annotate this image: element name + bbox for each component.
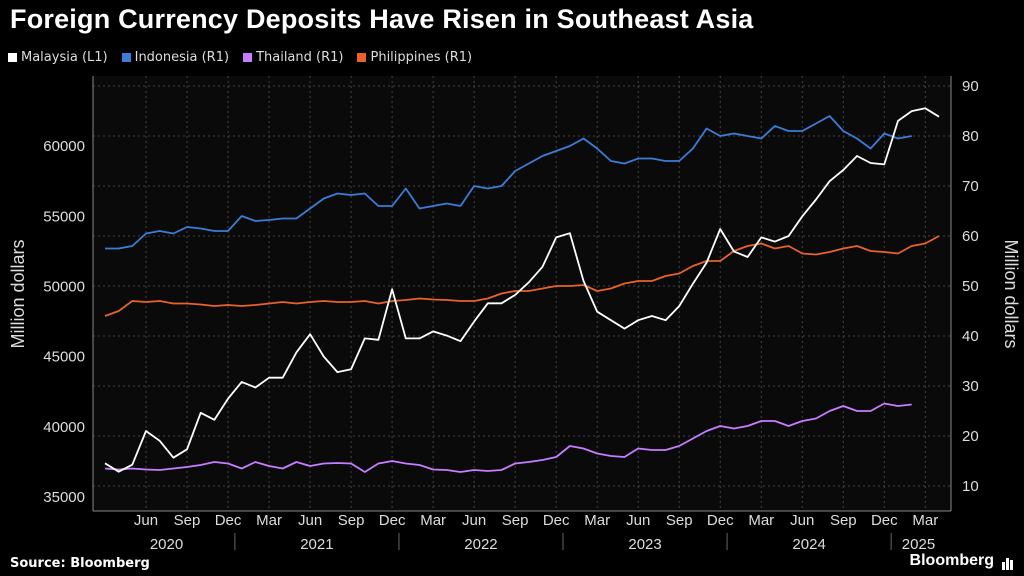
- x-tick-label: Jun: [134, 512, 158, 529]
- right-tick-label: 80: [962, 128, 979, 145]
- legend-label-indonesia: Indonesia (R1): [134, 50, 230, 65]
- legend-item-malaysia: Malaysia (L1): [8, 50, 108, 65]
- year-label: 2022: [464, 536, 497, 553]
- year-label: 2025: [902, 536, 935, 553]
- right-tick-label: 40: [962, 328, 979, 345]
- x-tick-label: Mar: [912, 512, 938, 529]
- legend-swatch-philippines: [357, 53, 367, 62]
- bloomberg-mark-icon: [1002, 558, 1013, 570]
- left-tick-label: 60000: [43, 138, 85, 155]
- legend-label-malaysia: Malaysia (L1): [21, 50, 108, 65]
- legend-swatch-thailand: [243, 53, 253, 62]
- right-tick-label: 60: [962, 228, 979, 245]
- left-tick-label: 50000: [43, 278, 85, 295]
- x-tick-label: Mar: [420, 512, 446, 529]
- x-tick-label: Mar: [584, 512, 610, 529]
- right-tick-label: 20: [962, 428, 979, 445]
- right-tick-label: 30: [962, 378, 979, 395]
- year-label: 2023: [628, 536, 661, 553]
- x-tick-label: Dec: [707, 512, 734, 529]
- series-line-indonesia: [105, 115, 912, 250]
- x-tick-label: Jun: [626, 512, 650, 529]
- legend: Malaysia (L1) Indonesia (R1) Thailand (R…: [8, 50, 472, 65]
- left-tick-label: 55000: [43, 208, 85, 225]
- x-tick-label: Dec: [871, 512, 898, 529]
- legend-label-thailand: Thailand (R1): [256, 50, 344, 65]
- year-label: 2020: [150, 536, 183, 553]
- right-tick-label: 50: [962, 278, 979, 295]
- legend-swatch-malaysia: [8, 53, 17, 62]
- x-tick-label: Sep: [830, 512, 857, 529]
- x-tick-label: Sep: [338, 512, 365, 529]
- x-tick-label: Dec: [543, 512, 570, 529]
- chart-title: Foreign Currency Deposits Have Risen in …: [10, 4, 754, 34]
- series-line-malaysia: [104, 107, 940, 473]
- year-label: 2024: [792, 536, 825, 553]
- year-label: 2021: [300, 536, 333, 553]
- plot-area: [93, 76, 951, 511]
- x-tick-label: Dec: [215, 512, 242, 529]
- legend-item-thailand: Thailand (R1): [243, 50, 343, 65]
- right-axis-title: Million dollars: [1001, 239, 1021, 348]
- left-tick-label: 35000: [43, 489, 85, 506]
- left-tick-label: 45000: [43, 349, 85, 366]
- right-tick-label: 10: [962, 478, 979, 495]
- x-tick-label: Jun: [790, 512, 814, 529]
- x-tick-label: Dec: [379, 512, 406, 529]
- x-tick-label: Jun: [298, 512, 322, 529]
- left-tick-label: 40000: [43, 419, 85, 436]
- x-tick-label: Jun: [462, 512, 486, 529]
- legend-swatch-indonesia: [121, 53, 131, 62]
- legend-item-philippines: Philippines (R1): [357, 50, 472, 65]
- bloomberg-logo: Bloomberg: [909, 552, 994, 569]
- x-tick-label: Sep: [174, 512, 201, 529]
- series-line-philippines: [104, 235, 940, 317]
- right-tick-label: 90: [962, 78, 979, 95]
- source-note: Source: Bloomberg: [10, 556, 150, 571]
- x-tick-label: Sep: [666, 512, 693, 529]
- x-tick-label: Sep: [502, 512, 529, 529]
- right-tick-label: 70: [962, 178, 979, 195]
- legend-item-indonesia: Indonesia (R1): [121, 50, 230, 65]
- series-line-thailand: [104, 402, 912, 473]
- x-tick-label: Mar: [256, 512, 282, 529]
- x-tick-label: Mar: [748, 512, 774, 529]
- left-axis-title: Million dollars: [8, 239, 28, 348]
- legend-label-philippines: Philippines (R1): [370, 50, 473, 65]
